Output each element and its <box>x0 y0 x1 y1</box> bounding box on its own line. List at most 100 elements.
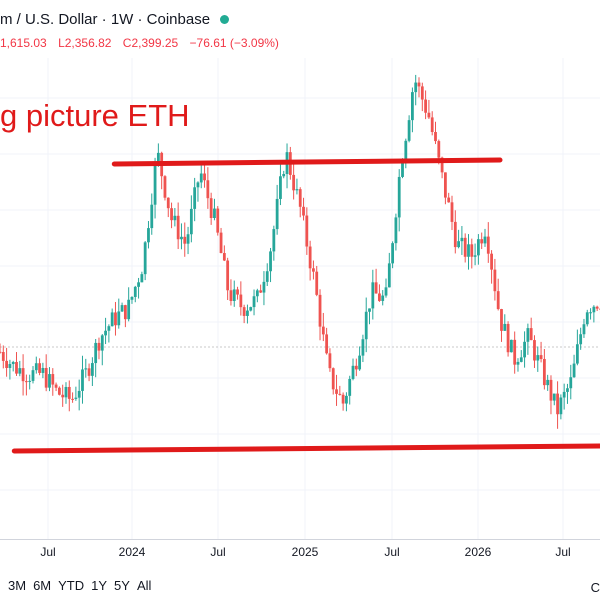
candle-body <box>84 368 88 370</box>
ohlc-values: 1,615.03 L2,356.82 C2,399.25 −76.61 (−3.… <box>0 36 287 50</box>
candle-body <box>387 263 391 288</box>
candle-body <box>0 351 2 353</box>
candle-body <box>582 324 586 335</box>
candle-body <box>272 229 276 252</box>
candle-body <box>229 290 233 301</box>
candle-body <box>275 198 279 230</box>
candle-body <box>130 296 134 300</box>
candle-body <box>457 241 460 248</box>
candle-body <box>28 380 32 382</box>
candle-body <box>496 291 500 310</box>
candle-body <box>282 174 286 177</box>
time-axis[interactable]: Jul 2024 Jul 2025 Jul 2026 Jul <box>0 540 600 564</box>
candle-body <box>420 86 424 100</box>
symbol-title[interactable]: m / U.S. Dollar · 1W · Coinbase <box>0 10 211 28</box>
candle-body <box>325 334 329 354</box>
candle-body <box>117 311 121 326</box>
candle-body <box>539 355 543 359</box>
candle-body <box>252 296 256 308</box>
candle-body <box>163 176 167 198</box>
candle-body <box>394 217 398 244</box>
candle-body <box>411 92 414 121</box>
range-1y-button[interactable]: 1Y <box>91 578 108 593</box>
candle-body <box>440 157 444 173</box>
candle-body <box>133 286 137 297</box>
candle-body <box>67 386 71 399</box>
time-axis-label: 2025 <box>291 545 319 559</box>
candle-body <box>381 295 385 301</box>
support-line <box>11 443 600 454</box>
candle-body <box>219 232 223 254</box>
candle-body <box>147 228 150 243</box>
candle-body <box>44 367 48 388</box>
ohlc-low: L2,356.82 <box>58 36 112 50</box>
candle-body <box>226 260 230 291</box>
corner-label: C <box>590 580 600 595</box>
candle-body <box>483 236 487 244</box>
market-status-icon <box>220 14 230 24</box>
candle-body <box>308 246 312 269</box>
candle-body <box>328 353 332 369</box>
candle-body <box>358 355 362 370</box>
candle-body <box>500 309 503 331</box>
candle-body <box>585 312 589 325</box>
candle-body <box>11 361 15 365</box>
candle-body <box>315 271 319 295</box>
candle-body <box>486 236 490 254</box>
candle-body <box>104 330 107 336</box>
ohlc-open: 1,615.03 <box>0 36 47 50</box>
range-ytd-button[interactable]: YTD <box>58 578 85 593</box>
chart-annotation-text: g picture ETH <box>0 98 190 133</box>
candle-body <box>536 355 540 361</box>
candle-body <box>384 287 388 296</box>
candle-body <box>71 398 74 400</box>
range-5y-button[interactable]: 5Y <box>114 578 130 593</box>
symbol-title-row: m / U.S. Dollar · 1W · Coinbase <box>0 8 230 30</box>
candle-body <box>259 290 263 293</box>
candle-body <box>414 82 418 93</box>
candle-body <box>48 374 51 388</box>
candle-body <box>186 234 190 244</box>
candle-body <box>81 369 84 391</box>
candle-body <box>196 182 200 188</box>
candle-body <box>15 361 18 374</box>
candle-body <box>434 131 437 142</box>
candle-body <box>57 387 61 395</box>
candle-body <box>437 141 441 158</box>
candle-body <box>312 268 315 272</box>
candle-body <box>526 328 530 342</box>
candle-body <box>513 339 517 365</box>
candle-body <box>183 236 187 244</box>
candle-body <box>206 180 210 199</box>
candle-body <box>18 368 22 374</box>
candle-body <box>213 208 216 218</box>
candle-body <box>236 289 239 295</box>
candle-body <box>473 255 477 257</box>
candle-body <box>123 305 127 320</box>
candle-body <box>345 395 348 404</box>
candle-body <box>519 357 523 362</box>
candle-body <box>41 367 45 373</box>
candle-body <box>562 391 566 398</box>
range-6m-button[interactable]: 6M <box>33 578 52 593</box>
candle-body <box>378 293 381 301</box>
candle-body <box>430 117 434 132</box>
candle-body <box>493 269 497 292</box>
ohlc-change: −76.61 (−3.09%) <box>189 36 279 50</box>
candle-body <box>246 310 249 316</box>
candle-body <box>54 384 58 388</box>
range-all-button[interactable]: All <box>136 578 152 593</box>
price-chart[interactable] <box>0 58 600 540</box>
candle-body <box>447 197 451 203</box>
candle-body <box>114 312 117 326</box>
candle-body <box>143 242 147 275</box>
candle-body <box>331 368 335 390</box>
candle-body <box>239 294 243 308</box>
candle-body <box>368 308 371 312</box>
candle-body <box>335 389 338 394</box>
candle-body <box>249 307 253 311</box>
range-3m-button[interactable]: 3M <box>8 578 27 593</box>
candle-body <box>589 312 592 314</box>
time-axis-label: Jul <box>555 545 571 559</box>
candle-body <box>559 397 563 415</box>
